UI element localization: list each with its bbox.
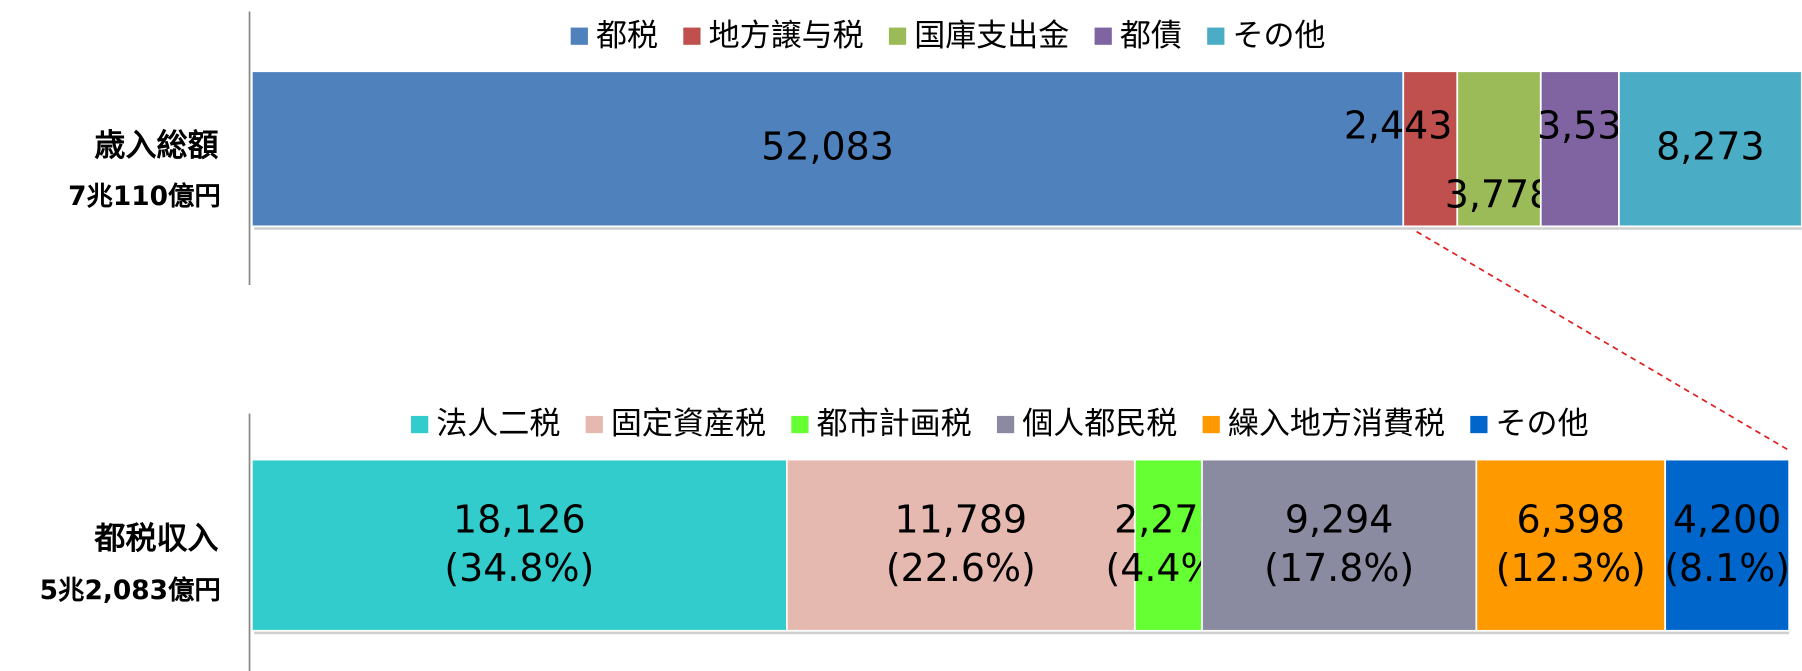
legend-swatch [570,27,588,45]
category-label: 歳入総額 [94,128,218,164]
bar-segment [785,458,1136,632]
value-label: 9,294 [1285,498,1394,542]
total-label: 5兆2,083億円 [40,575,221,606]
legend-swatch [996,415,1015,434]
legend-swatch [1207,27,1225,45]
legend-swatch [1094,27,1112,45]
legend-label: 都税 [596,18,658,54]
share-label: (34.8%) [444,546,594,590]
legend-label: 法人二税 [436,406,560,442]
value-label: 11,789 [895,498,1028,542]
share-label: (17.8%) [1264,546,1414,590]
share-label: (8.1%) [1664,546,1790,590]
total-label: 7兆110億円 [68,181,221,212]
bar-segment [250,70,1405,228]
bar-segment [1402,70,1459,228]
legend-label: その他 [1496,406,1589,442]
value-label: 8,273 [1656,124,1765,168]
legend-label: その他 [1232,18,1325,54]
bar-segment [250,458,788,632]
bar-segment [1133,458,1203,632]
value-label: 4,200 [1673,498,1782,542]
legend-swatch [585,415,603,434]
legend-label: 都債 [1120,18,1182,54]
bar-segment [1664,458,1791,632]
bar-segment [1618,70,1802,228]
value-label: 6,398 [1516,498,1625,542]
legend-label: 都市計画税 [817,406,972,442]
legend-swatch [683,27,701,45]
bar-segment [1539,70,1620,228]
legend-swatch [888,27,907,45]
legend-swatch [1202,415,1220,434]
value-label: 18,126 [453,498,586,542]
legend-label: 固定資産税 [611,406,766,442]
legend-label: 地方譲与税 [709,18,864,54]
legend-swatch [1470,415,1488,434]
bar-segment [1475,458,1667,632]
category-label: 都税収入 [93,521,218,557]
share-label: (22.6%) [886,546,1036,590]
legend-label: 繰入地方消費税 [1228,406,1445,442]
legend-label: 国庫支出金 [914,18,1069,54]
legend-label: 個人都民税 [1022,406,1177,442]
legend-swatch [791,415,809,434]
value-label: 3,778 [1445,173,1554,217]
zoom-line [1407,225,1790,452]
bar-segment [1201,458,1478,632]
share-label: (12.3%) [1496,546,1646,590]
bar-segment [1456,70,1542,228]
value-label: 52,083 [761,124,894,168]
value-label: 2,443 [1344,104,1453,148]
legend-swatch [411,415,429,434]
